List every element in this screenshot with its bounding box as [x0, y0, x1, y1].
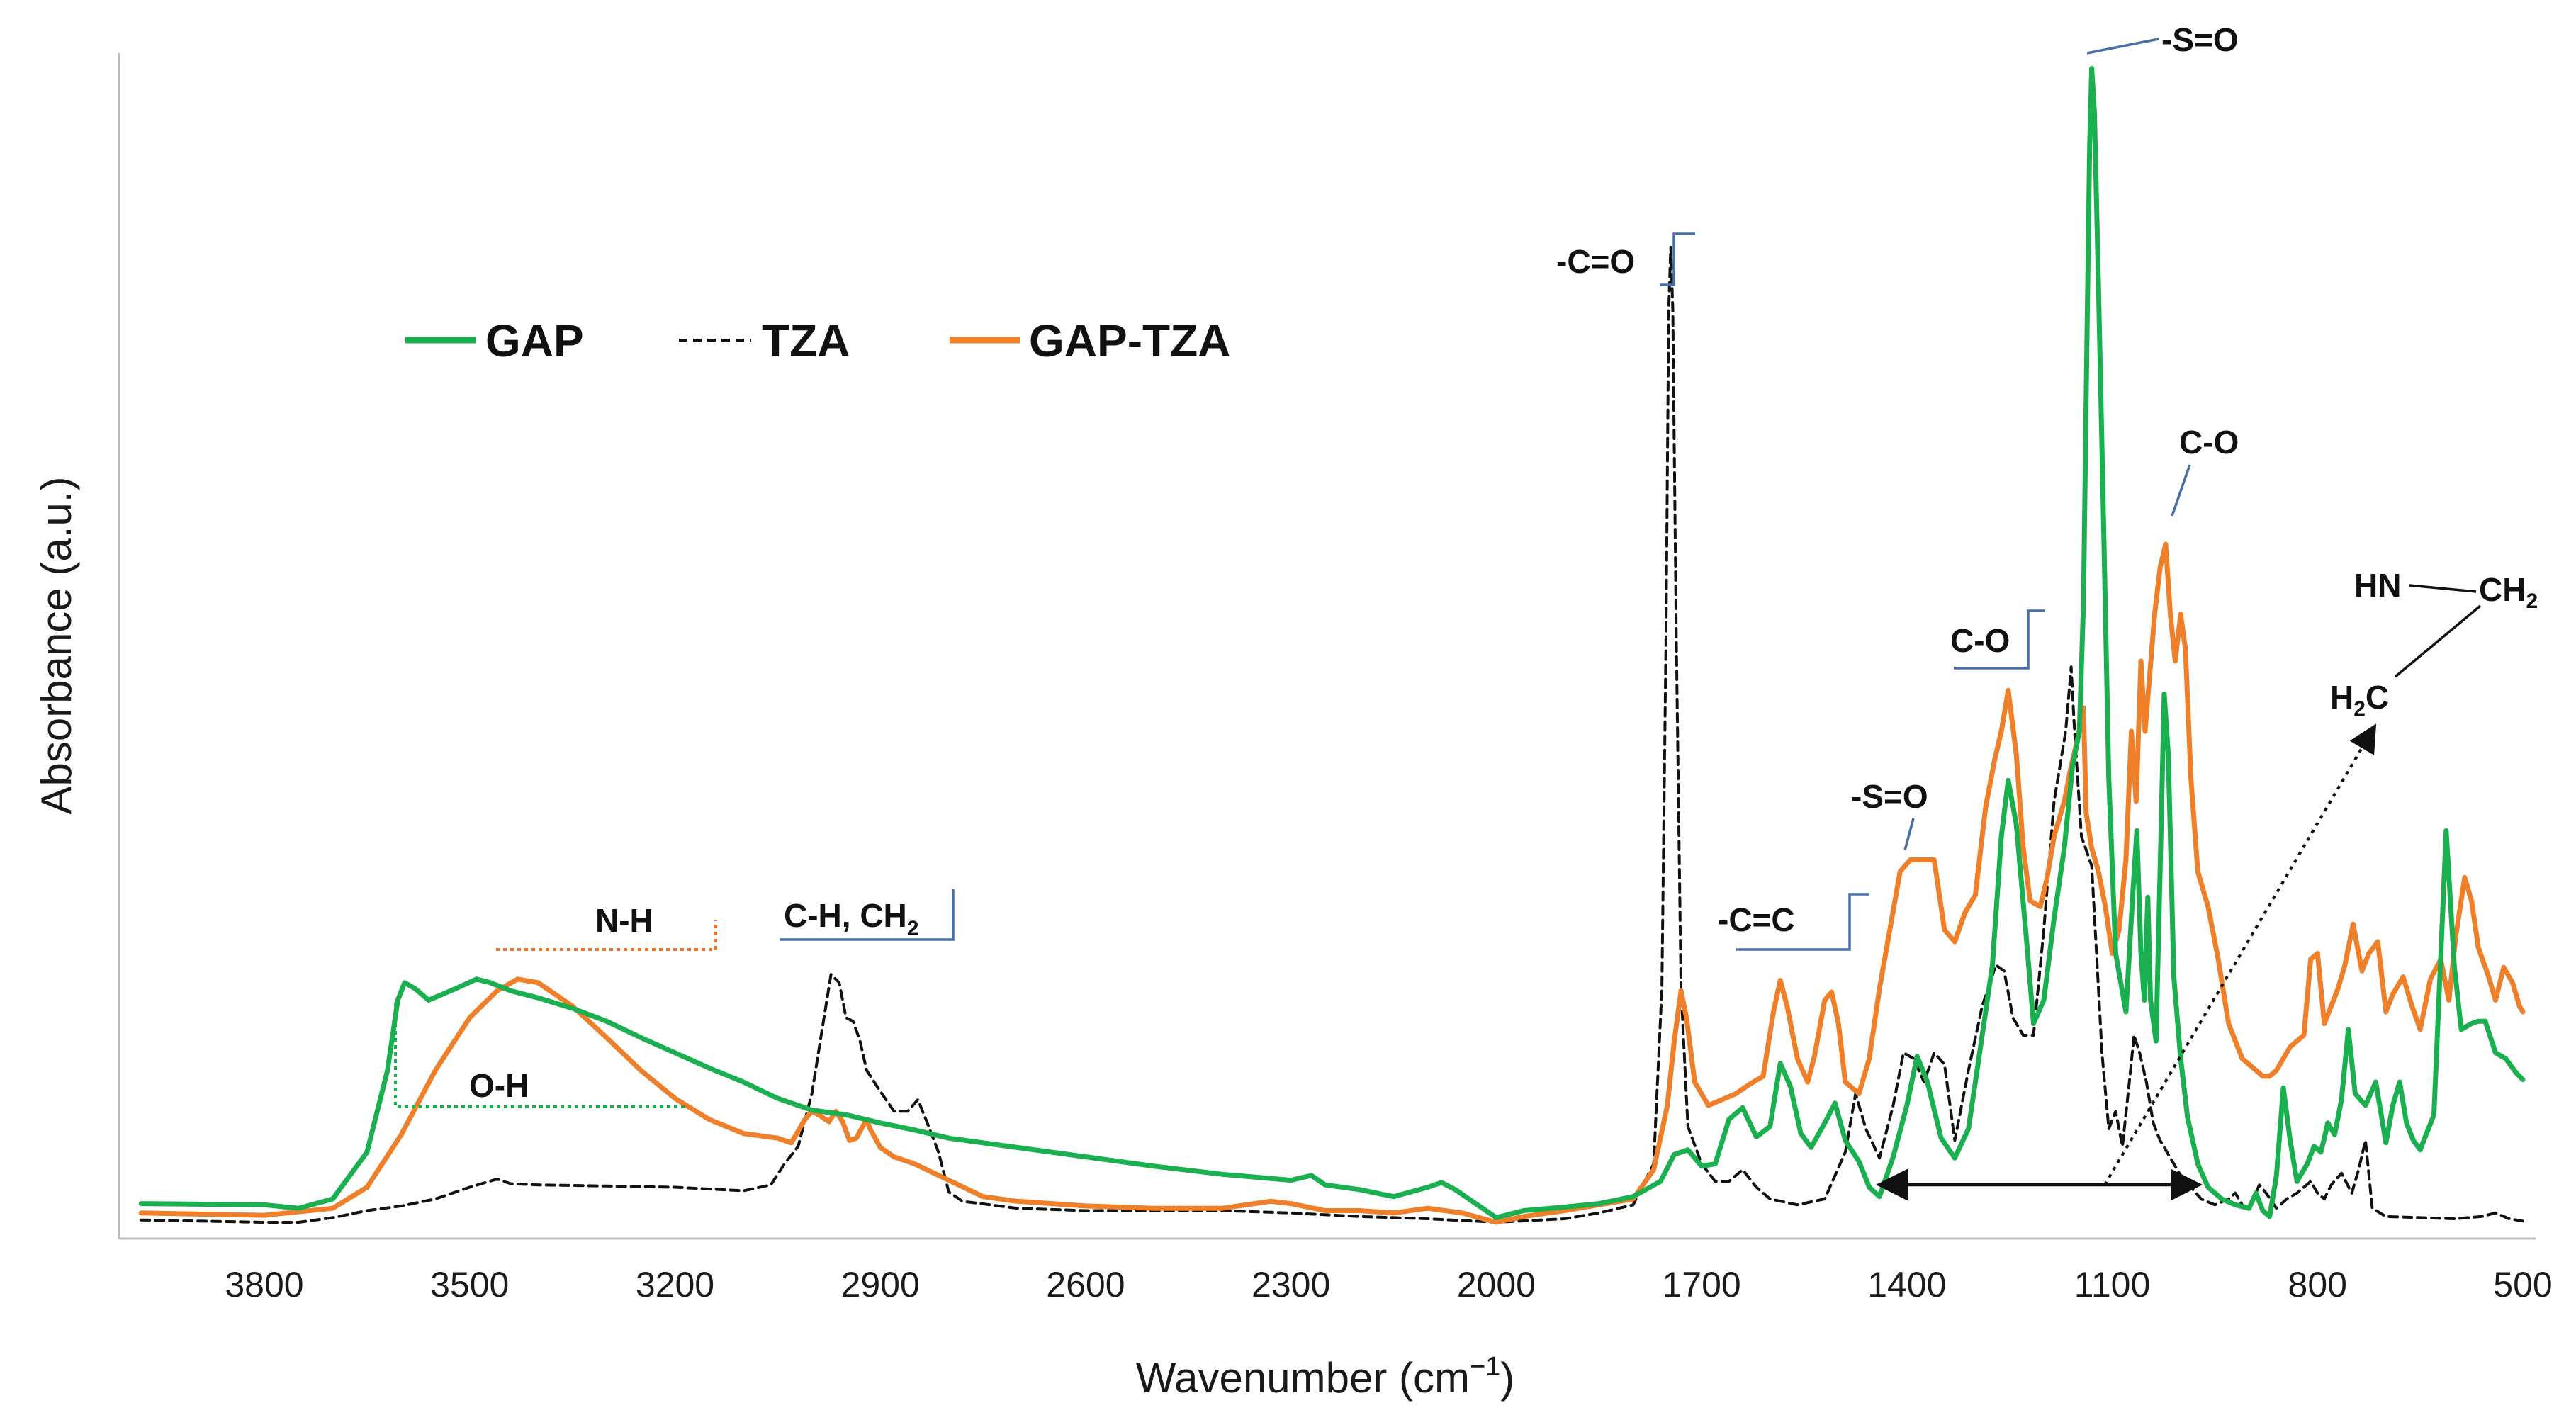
annotation-co-left-bracket — [1954, 609, 2045, 670]
legend-label-tza: TZA — [762, 315, 850, 366]
series-line-gap-tza — [138, 541, 2526, 1225]
x-tick-label: 1700 — [1662, 1265, 1740, 1305]
annotation-co-left: C-O — [1950, 622, 2010, 659]
annotation-aziridine-h2c-subscript: 2 — [2353, 697, 2366, 721]
annotation-aziridine-h2c: H2C — [2330, 679, 2389, 721]
series-layer — [138, 66, 2526, 1225]
annotation-co-carbonyl: -C=O — [1556, 243, 1635, 280]
series-line-gap — [138, 66, 2526, 1220]
annotation-so-top: -S=O — [2161, 21, 2239, 58]
annotation-ch-bracket — [780, 889, 955, 941]
legend: GAP TZA GAP-TZA — [405, 315, 1230, 366]
x-tick-label: 2300 — [1252, 1265, 1330, 1305]
annotation-so-small: -S=O — [1851, 778, 1928, 815]
annotation-ch-main: C-H, CH — [784, 897, 907, 934]
x-axis-title: Wavenumber (cm−1) — [1136, 1352, 1515, 1402]
x-axis-title-superscript: −1 — [1470, 1352, 1500, 1382]
x-tick-label: 500 — [2493, 1265, 2552, 1305]
annotation-nh: N-H — [595, 902, 653, 939]
x-tick-label: 2900 — [841, 1265, 920, 1305]
annotation-aziridine-ch2-subscript: 2 — [2526, 590, 2538, 613]
annotations: N-H O-H C-H, CH2 -C=O -C=C -S=O C-O -S=O… — [394, 21, 2538, 1201]
annotation-cc: -C=C — [1718, 901, 1795, 938]
annotation-aziridine-h2c-h: H — [2330, 679, 2353, 716]
x-tick-label: 3500 — [430, 1265, 509, 1305]
x-tick-label: 1400 — [1867, 1265, 1946, 1305]
annotation-ch: C-H, CH2 — [784, 897, 918, 940]
annotation-nh-bracket — [496, 920, 717, 951]
x-tick-label: 2000 — [1457, 1265, 1536, 1305]
y-axis-title: Absorbance (a.u.) — [33, 477, 80, 815]
x-axis-title-main: Wavenumber (cm — [1136, 1354, 1470, 1402]
annotation-co-right: C-O — [2179, 424, 2239, 461]
x-tick-label: 3800 — [225, 1265, 303, 1305]
legend-label-gap-tza: GAP-TZA — [1029, 315, 1230, 366]
annotation-aziridine-ch2: CH2 — [2479, 571, 2538, 613]
x-tick-label: 2600 — [1046, 1265, 1125, 1305]
aziridine-dotted-arrow — [2103, 723, 2377, 1186]
annotation-co-right-leader — [2171, 464, 2191, 517]
annotation-co-carbonyl-bracket — [1660, 232, 1695, 286]
aziridine-bond-ch2-h2c — [2394, 604, 2482, 678]
annotation-so-small-leader — [1903, 818, 1915, 851]
legend-label-gap: GAP — [485, 315, 584, 366]
aziridine-bond-n-ch2 — [2409, 584, 2477, 593]
x-tick-label: 3200 — [636, 1265, 714, 1305]
annotation-aziridine-h2c-c: C — [2366, 679, 2389, 716]
annotation-aziridine-hn: HN — [2354, 567, 2401, 604]
annotation-so-top-leader — [2086, 38, 2159, 55]
annotation-aziridine-ch2-main: CH — [2479, 571, 2526, 608]
x-axis-title-close: ) — [1500, 1354, 1514, 1402]
x-tick-labels: 3800 3500 3200 2900 2600 2300 2000 1700 1400 1100… — [225, 1265, 2552, 1305]
x-tick-label: 1100 — [2074, 1265, 2151, 1305]
annotation-oh: O-H — [469, 1067, 529, 1104]
annotation-cc-bracket — [1736, 893, 1869, 951]
annotation-oh-bracket — [394, 1003, 686, 1108]
x-tick-label: 800 — [2288, 1265, 2347, 1305]
annotation-ch-subscript: 2 — [907, 917, 919, 940]
